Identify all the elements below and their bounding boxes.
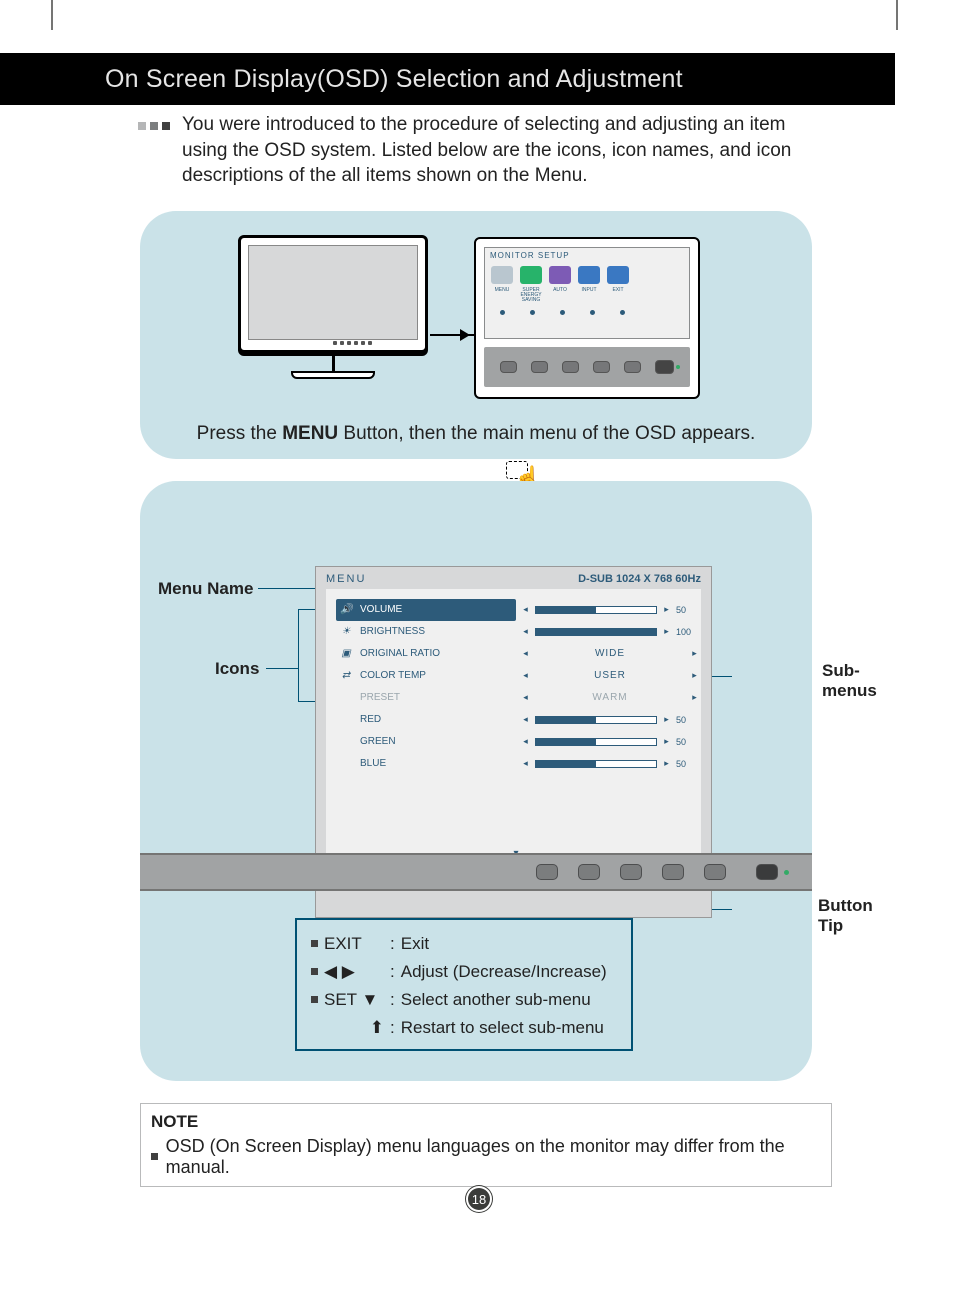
zoom-icon: [491, 266, 513, 284]
callout-submenus: Sub- menus: [822, 661, 910, 701]
bullet: [150, 122, 158, 130]
bullet: [138, 122, 146, 130]
page-title: On Screen Display(OSD) Selection and Adj…: [105, 65, 683, 94]
osd-control-row: ◂▸50: [522, 709, 698, 731]
osd-menu-item: ☀BRIGHTNESS: [336, 621, 516, 643]
callout-button-tip: Button Tip: [818, 896, 906, 936]
note-label: NOTE: [151, 1112, 821, 1132]
osd-title: MENU: [326, 573, 366, 585]
crop-mark: [51, 0, 53, 30]
legend-row: EXIT:Exit: [311, 930, 621, 958]
zoom-icon: [578, 266, 600, 284]
bullet: [162, 122, 170, 130]
zoom-icon-label: INPUT: [578, 288, 600, 303]
osd-control-row: ◂▸50: [522, 599, 698, 621]
osd-menu-item: BLUE: [336, 753, 516, 775]
physical-button: [662, 864, 684, 880]
page-header: On Screen Display(OSD) Selection and Adj…: [0, 53, 895, 105]
note-text: OSD (On Screen Display) menu languages o…: [166, 1136, 821, 1178]
physical-button: [578, 864, 600, 880]
page-number: 18: [466, 1186, 492, 1212]
zoom-icon-label: EXIT: [607, 288, 629, 303]
callout-icons: Icons: [215, 659, 259, 679]
zoom-title: MONITOR SETUP: [485, 248, 689, 263]
physical-button-bar: [140, 853, 812, 891]
osd-controls: ◂▸50◂▸100◂WIDE▸◂USER▸◂WARM▸◂▸50◂▸50◂▸50: [522, 599, 698, 775]
physical-button: [704, 864, 726, 880]
osd-menu-item: 🔊VOLUME: [336, 599, 516, 621]
osd-menu-item: ⇄COLOR TEMP: [336, 665, 516, 687]
bullet: [151, 1153, 158, 1160]
legend-box: EXIT:Exit◀ ▶:Adjust (Decrease/Increase)S…: [295, 918, 633, 1051]
osd-menu-item: ▣ORIGINAL RATIO: [336, 643, 516, 665]
physical-button: [536, 864, 558, 880]
note-box: NOTE OSD (On Screen Display) menu langua…: [140, 1103, 832, 1187]
monitor-illustration: [238, 235, 428, 380]
zoom-icon-label: SUPER ENERGY SAVING: [520, 288, 542, 303]
osd-signal: D-SUB 1024 X 768 60Hz: [578, 573, 701, 585]
physical-button: [620, 864, 642, 880]
osd-menu-item: GREEN: [336, 731, 516, 753]
intro-bullets: [138, 122, 170, 130]
osd-control-row: ◂▸50: [522, 731, 698, 753]
power-button: [756, 864, 778, 880]
osd-control-row: ◂WARM▸: [522, 687, 698, 709]
zoom-icon: [520, 266, 542, 284]
osd-popup-illustration: MONITOR SETUP MENU SUPER ENERGY SAVING AUT…: [474, 237, 700, 399]
osd-control-row: ◂▸100: [522, 621, 698, 643]
connector: [298, 609, 299, 701]
arrow-right-icon: [430, 334, 474, 336]
osd-menu-item: RED: [336, 709, 516, 731]
figure-panel-osd-menu: Menu Name Icons Sub- menus Button Tip ME…: [140, 481, 812, 1081]
zoom-icon: [549, 266, 571, 284]
crop-mark: [896, 0, 898, 30]
figure-panel-press-menu: MONITOR SETUP MENU SUPER ENERGY SAVING AUT…: [140, 211, 812, 459]
page-content: You were introduced to the procedure of …: [140, 112, 860, 1187]
legend-row: SET ▼:Select another sub-menu: [311, 986, 621, 1014]
zoom-icon-label: AUTO: [549, 288, 571, 303]
osd-menu-item: PRESET: [336, 687, 516, 709]
osd-control-row: ◂WIDE▸: [522, 643, 698, 665]
intro-text: You were introduced to the procedure of …: [182, 112, 798, 189]
osd-menu-list: 🔊VOLUME☀BRIGHTNESS▣ORIGINAL RATIO⇄COLOR …: [336, 599, 516, 775]
osd-control-row: ◂▸50: [522, 753, 698, 775]
osd-control-row: ◂USER▸: [522, 665, 698, 687]
zoom-icon-label: MENU: [491, 288, 513, 303]
legend-row: ◀ ▶:Adjust (Decrease/Increase): [311, 958, 621, 986]
zoom-icon: [607, 266, 629, 284]
connector: [266, 668, 298, 669]
legend-row: ⬆:Restart to select sub-menu: [311, 1014, 621, 1042]
monitor-button-row: ☝: [484, 347, 690, 387]
panel1-caption: Press the MENU Button, then the main men…: [140, 409, 812, 445]
callout-menu-name: Menu Name: [158, 579, 253, 599]
